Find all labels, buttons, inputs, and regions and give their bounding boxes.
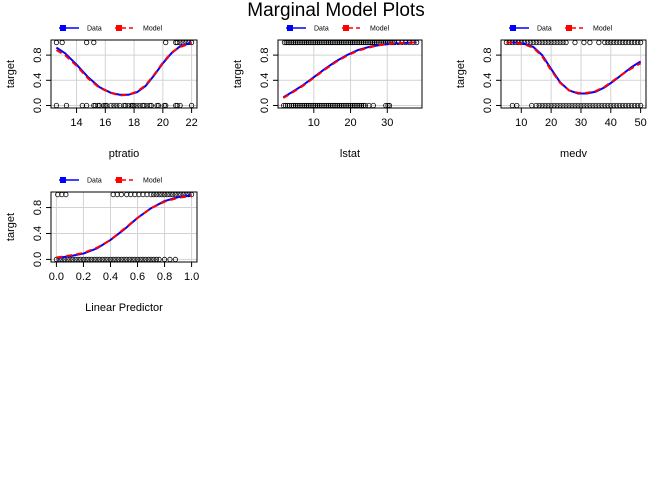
x-tick-label: 0.4	[103, 271, 118, 283]
legend-swatch-data	[60, 25, 66, 31]
data-point	[163, 39, 169, 46]
x-tick-label: 0.0	[49, 271, 64, 283]
x-tick-label: 14	[70, 117, 82, 129]
x-axis-title: lstat	[340, 148, 360, 160]
x-tick-label: 50	[635, 117, 647, 129]
x-tick-label: 0.2	[76, 271, 91, 283]
x-tick-label: 20	[344, 117, 356, 129]
x-tick-label: 10	[515, 117, 527, 129]
panel-3: 10 20 30 40 50 0.0 0.4 0.8 medv target Data Model	[455, 25, 647, 160]
panel-2: 10 20 30 0.0 0.4 0.8 lstat target Data Model	[232, 25, 423, 160]
legend-swatch-model	[566, 25, 572, 31]
y-tick-label: 0.4	[32, 226, 44, 241]
y-tick-label: 0.4	[482, 73, 494, 88]
x-tick-label: 30	[575, 117, 587, 129]
series-line-data	[506, 41, 642, 95]
data-point	[572, 39, 578, 46]
x-tick-label: 16	[99, 117, 111, 129]
x-tick-label: 0.6	[130, 271, 145, 283]
y-axis-title: target	[232, 60, 244, 88]
x-tick-label: 20	[157, 117, 169, 129]
y-tick-label: 0.0	[32, 252, 44, 267]
x-tick-label: 20	[545, 117, 557, 129]
legend-swatch-data	[510, 25, 516, 31]
legend-label-model: Model	[370, 26, 390, 33]
legend-label-model: Model	[143, 178, 163, 185]
y-tick-label: 0.8	[259, 47, 271, 62]
legend-swatch-data	[60, 177, 66, 183]
legend-label-data: Data	[537, 26, 552, 33]
plot-frame	[50, 191, 198, 263]
legend-label-model: Model	[143, 26, 163, 33]
y-tick-label: 0.4	[32, 73, 44, 88]
x-tick-label: 30	[381, 117, 393, 129]
y-tick-label: 0.0	[482, 98, 494, 113]
data-point	[596, 39, 602, 46]
plot-frame	[50, 39, 198, 109]
data-point	[59, 39, 65, 46]
data-point	[84, 39, 90, 46]
x-tick-label: 10	[308, 117, 320, 129]
legend-swatch-data	[287, 25, 293, 31]
legend-swatch-model	[116, 25, 122, 31]
x-axis-title: ptratio	[109, 148, 140, 160]
y-tick-label: 0.8	[482, 47, 494, 62]
y-tick-label: 0.8	[32, 47, 44, 62]
legend-label-data: Data	[87, 178, 102, 185]
x-tick-label: 18	[128, 117, 140, 129]
series-line-model	[506, 41, 642, 94]
legend-swatch-model	[116, 177, 122, 183]
legend-label-data: Data	[87, 26, 102, 33]
data-point	[563, 39, 569, 46]
y-tick-label: 0.0	[32, 98, 44, 113]
series-line-model	[282, 41, 417, 99]
legend-swatch-model	[343, 25, 349, 31]
y-tick-label: 0.8	[32, 200, 44, 215]
y-tick-label: 0.4	[259, 73, 271, 88]
x-axis-title: medv	[560, 148, 587, 160]
plot-frame	[277, 39, 423, 109]
panel-4: 0.0 0.2 0.4 0.6 0.8 1.0 0.0 0.4 0.8 Linear Predic…	[5, 177, 199, 314]
x-tick-label: 40	[605, 117, 617, 129]
data-point	[587, 39, 593, 46]
x-tick-label: 0.8	[157, 271, 172, 283]
y-axis-title: target	[455, 60, 467, 88]
plot-frame	[500, 39, 647, 109]
legend-label-data: Data	[314, 26, 329, 33]
x-tick-label: 22	[185, 117, 197, 129]
series-line-data	[56, 194, 192, 260]
y-axis-title: target	[5, 213, 17, 241]
series-line-model	[55, 42, 192, 97]
y-axis-title: target	[5, 60, 17, 88]
data-point	[91, 39, 97, 46]
data-point	[53, 39, 60, 46]
series-line-model	[56, 194, 192, 259]
panel-1: 14 16 18 20 22 0.0 0.4 0.8 ptratio target Data Mode…	[5, 25, 198, 160]
figure-title: Marginal Model Plots	[247, 0, 424, 21]
data-point	[581, 39, 587, 46]
y-tick-label: 0.0	[259, 98, 271, 113]
x-tick-label: 1.0	[184, 271, 199, 283]
series-line-data	[282, 41, 417, 99]
legend-label-model: Model	[593, 26, 613, 33]
x-axis-title: Linear Predictor	[85, 302, 163, 314]
